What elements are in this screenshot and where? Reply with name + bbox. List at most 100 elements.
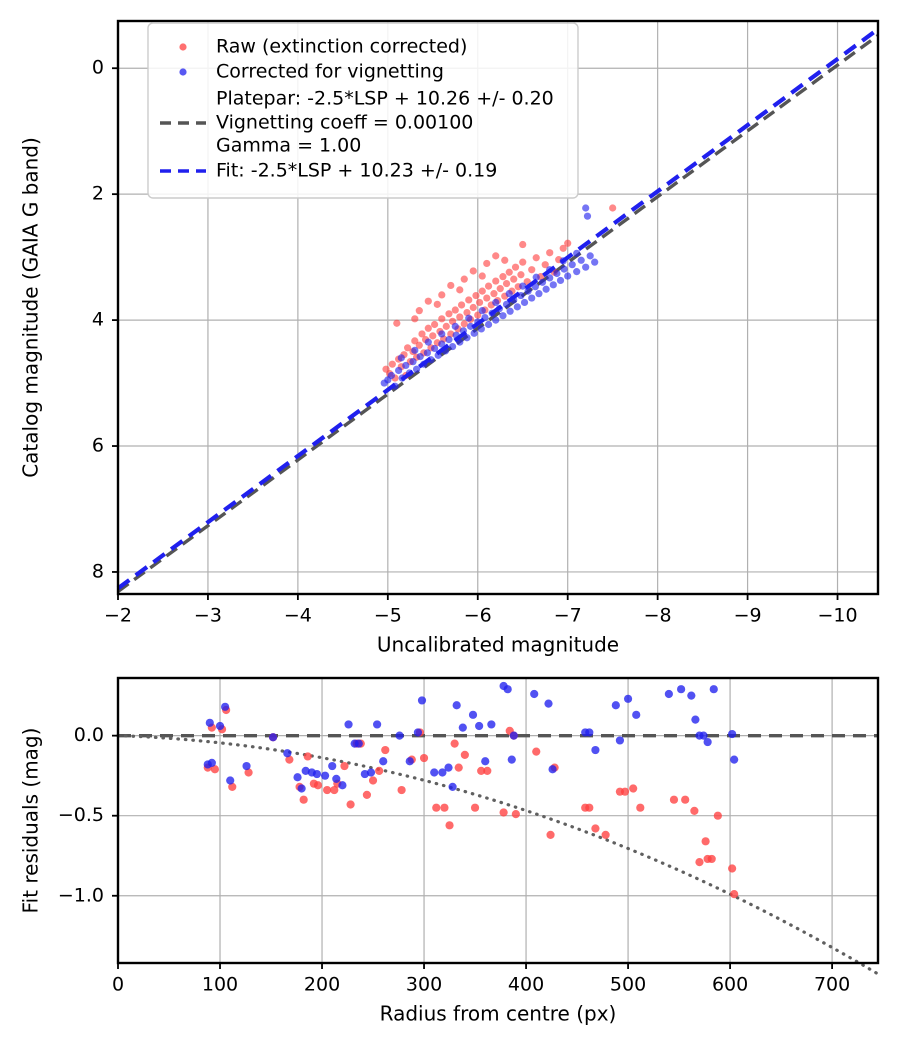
data-point	[475, 721, 484, 731]
data-point	[207, 758, 216, 767]
data-point	[444, 763, 453, 772]
data-point	[456, 286, 464, 294]
data-point	[535, 290, 543, 298]
data-point	[419, 753, 429, 763]
data-point	[483, 294, 491, 302]
xtick-label-1: 100	[202, 974, 238, 996]
data-point	[713, 811, 722, 820]
data-point	[397, 785, 406, 795]
data-point	[506, 307, 514, 315]
data-point	[538, 278, 547, 286]
ytick-label-2: −1.0	[58, 884, 104, 906]
data-point	[448, 342, 457, 351]
data-point	[528, 294, 536, 302]
fit-line	[116, 27, 880, 591]
data-point	[528, 266, 536, 274]
data-point	[424, 338, 432, 346]
data-point	[477, 325, 485, 333]
data-point	[477, 766, 486, 775]
data-point	[442, 322, 450, 330]
data-point	[330, 785, 339, 795]
data-point	[728, 864, 737, 873]
data-point	[519, 282, 527, 290]
data-point	[532, 254, 540, 262]
data-point	[215, 721, 225, 731]
data-point	[669, 795, 679, 804]
data-point	[344, 720, 353, 729]
data-point	[375, 766, 384, 775]
xtick-label-0: −2	[104, 605, 132, 627]
data-point	[492, 298, 500, 307]
data-point	[415, 307, 423, 315]
data-point	[560, 265, 568, 273]
data-point	[483, 259, 491, 268]
data-point	[553, 269, 561, 278]
data-point	[636, 803, 645, 812]
xtick-label-2: −4	[284, 605, 312, 627]
data-point	[447, 281, 455, 290]
data-point	[430, 320, 439, 329]
data-point	[577, 256, 585, 264]
data-point	[405, 757, 414, 766]
bottom-scatter-corrected	[203, 681, 739, 793]
data-point	[411, 315, 419, 323]
xtick-label-5: −7	[554, 605, 582, 627]
data-point	[283, 749, 292, 758]
data-point	[423, 349, 431, 357]
legend-label-0: Raw (extinction corrected)	[216, 36, 467, 58]
data-point	[582, 204, 590, 212]
ytick-label-1: 2	[92, 183, 104, 205]
data-point	[492, 316, 500, 324]
data-point	[532, 747, 541, 756]
data-point	[483, 766, 492, 775]
data-point	[451, 322, 459, 330]
data-point	[438, 768, 447, 777]
data-point	[623, 694, 633, 703]
data-point	[474, 311, 482, 319]
data-point	[549, 281, 557, 289]
data-point	[242, 761, 251, 771]
xtick-label-8: −10	[817, 605, 857, 627]
data-point	[210, 765, 220, 774]
data-point	[615, 736, 625, 745]
data-point	[440, 803, 449, 812]
data-point	[313, 781, 323, 790]
data-point	[513, 303, 521, 311]
data-point	[499, 808, 508, 817]
data-point	[611, 701, 620, 710]
data-point	[373, 720, 382, 729]
data-point	[532, 273, 540, 281]
legend-label-1: Corrected for vignetting	[216, 61, 444, 83]
legend: Raw (extinction corrected) Corrected for …	[147, 22, 579, 199]
xtick-label-3: −5	[374, 605, 402, 627]
data-point	[430, 768, 439, 777]
data-point	[397, 354, 405, 362]
data-point	[381, 745, 390, 755]
xtick-label-0: 0	[112, 974, 124, 996]
data-point	[730, 755, 739, 764]
data-point	[582, 263, 590, 271]
data-point	[695, 858, 704, 867]
vignetting-curve	[116, 734, 879, 975]
data-point	[346, 800, 355, 809]
data-point	[559, 244, 567, 252]
data-point	[503, 685, 512, 694]
data-point	[601, 830, 610, 840]
data-point	[416, 353, 424, 361]
data-point	[487, 720, 496, 729]
data-point	[470, 803, 480, 812]
data-point	[457, 301, 466, 309]
data-point	[544, 699, 553, 708]
data-point	[328, 761, 337, 771]
top-panel-xlabel: Uncalibrated magnitude	[377, 633, 619, 657]
data-point	[699, 731, 708, 740]
data-point	[585, 803, 594, 812]
data-point	[285, 755, 294, 764]
top-panel-photometry: −2 −3 −4 −5 −6 −7 −8 −9 −10 0 2 4 6 8 Uncalibrated mag…	[19, 19, 880, 657]
data-point	[432, 803, 441, 812]
data-point	[502, 279, 511, 288]
data-point	[568, 261, 576, 269]
data-point	[591, 258, 599, 266]
legend-label-4: Gamma = 1.00	[216, 135, 361, 157]
data-point	[433, 300, 441, 308]
